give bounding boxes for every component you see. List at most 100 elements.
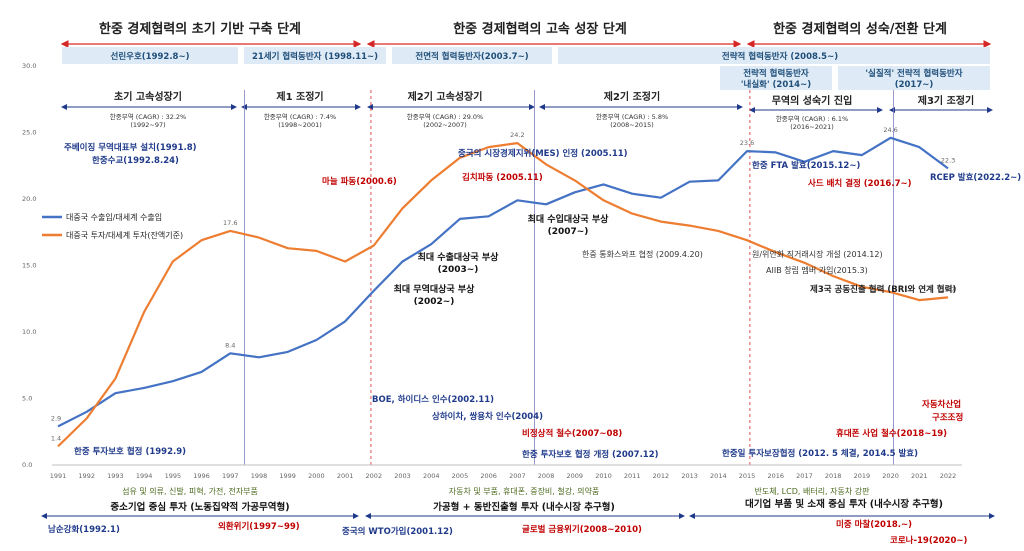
- event-label: 자동차산업: [922, 399, 961, 410]
- relation-box: [62, 47, 238, 64]
- event-label: 중국의 시장경제지위(MES) 인정 (2005.11): [458, 148, 628, 159]
- phase-period: (2016~2021): [790, 123, 834, 131]
- x-tick-label: 2022: [940, 472, 957, 480]
- legend-label-trade: 대중국 수출입/대세계 수출입: [66, 212, 162, 222]
- annotation: 최대 무역대상국 부상: [394, 283, 476, 295]
- relation-box: [244, 47, 386, 64]
- chart-events: 주베이징 무역대표부 설치(1991.8) 한중수교(1992.8.24) 마늘…: [64, 142, 1021, 460]
- x-tick-label: 2010: [595, 472, 612, 480]
- relation-boxes: 선린우호(1992.8~) 21세기 협력동반자 (1998.11~) 전면적 …: [62, 47, 990, 90]
- x-tick-label: 2011: [624, 472, 641, 480]
- x-tick-label: 2016: [767, 472, 784, 480]
- y-tick-label: 20.0: [22, 195, 36, 203]
- phases: 초기 고속성장기 한중무역 (CAGR) : 32.2% (1992~97) 제…: [61, 90, 993, 131]
- y-tick-label: 30.0: [22, 62, 36, 70]
- phase-title: 무역의 성숙기 진입: [772, 94, 853, 107]
- phase-period: (1992~97): [130, 121, 165, 129]
- x-tick-label: 2008: [538, 472, 555, 480]
- x-tick-label: 2013: [681, 472, 698, 480]
- x-tick-label: 2014: [710, 472, 727, 480]
- x-tick-label: 1999: [279, 472, 296, 480]
- x-tick-label: 2021: [911, 472, 928, 480]
- series: [57, 136, 949, 448]
- relation-label: 전면적 협력동반자(2003.7~): [415, 51, 528, 62]
- phase-cagr: 한중무역 (CAGR) : 7.4%: [264, 112, 336, 121]
- y-tick-label: 15.0: [22, 262, 36, 270]
- event-label: 구조조정: [932, 412, 963, 423]
- x-tick-label: 1995: [165, 472, 182, 480]
- legend-label-invest: 대중국 투자/대세계 투자(잔액기준): [66, 230, 183, 240]
- series-line-trade: [57, 136, 949, 428]
- data-label: 22.3: [941, 156, 955, 164]
- x-tick-label: 2000: [308, 472, 325, 480]
- event-label: 비정상적 철수(2007~08): [522, 428, 622, 439]
- phase-title: 제2기 조정기: [604, 90, 660, 103]
- event-label: 김치파동 (2005.11): [462, 172, 543, 183]
- investment-event: 글로벌 금융위기(2008~2010): [522, 524, 642, 535]
- y-tick-label: 10.0: [22, 328, 36, 336]
- event-label: AIIB 창립 멤버 가입(2015.3): [766, 265, 868, 275]
- y-tick-label: 0.0: [22, 461, 32, 469]
- data-label: 23.6: [740, 139, 754, 147]
- x-tick-label: 2018: [825, 472, 842, 480]
- data-label: 24.6: [883, 126, 897, 134]
- event-label: 제3국 공동진출 협력 (BRI와 연계 협력): [810, 284, 956, 295]
- axes: 0.0 5.0 10.0 15.0 20.0 25.0 30.0 1991 1992 1993 19…: [22, 62, 962, 480]
- legend: 대중국 수출입/대세계 수출입 대중국 투자/대세계 투자(잔액기준): [42, 212, 183, 240]
- data-label: 17.6: [223, 219, 237, 227]
- x-tick-label: 2009: [567, 472, 584, 480]
- relation-label: '내실화' (2014~): [741, 79, 811, 90]
- investment-event: 남순강화(1992.1): [48, 524, 120, 535]
- relation-box: [392, 47, 552, 64]
- investment-event: 중국의 WTO가입(2001.12): [342, 526, 453, 537]
- data-labels: 2.9 1.4 8.4 17.6 24.2 23.6 24.6 22.3 12.7: [51, 126, 955, 443]
- phase-cagr: 한중무역 (CAGR) : 6.1%: [776, 114, 848, 123]
- event-label: RCEP 발효(2022.2~): [930, 172, 1021, 183]
- series-line-invest: [57, 142, 949, 448]
- annotation: 최대 수출대상국 부상: [418, 251, 500, 263]
- phase-title: 초기 고속성장기: [114, 90, 182, 103]
- event-label: 한중 통화스와프 협정 (2009.4.20): [582, 249, 703, 259]
- x-tick-label: 2017: [796, 472, 813, 480]
- x-tick-label: 1991: [50, 472, 67, 480]
- data-label: 2.9: [51, 414, 61, 422]
- stage-header-1: 한중 경제협력의 초기 기반 구축 단계: [99, 21, 301, 37]
- y-tick-label: 25.0: [22, 129, 36, 137]
- x-tick-label: 2006: [480, 472, 497, 480]
- event-label: BOE, 하이디스 인수(2002.11): [372, 394, 494, 405]
- data-label: 24.2: [510, 131, 524, 139]
- x-tick-label: 1996: [193, 472, 210, 480]
- relation-box: [720, 66, 832, 90]
- stage-headers: 한중 경제협력의 초기 기반 구축 단계 한중 경제협력의 고속 성장 단계 한…: [60, 21, 992, 48]
- x-tick-label: 1993: [107, 472, 124, 480]
- phase-period: (2002~2007): [423, 121, 467, 129]
- phase-title: 제3기 조정기: [918, 94, 974, 107]
- phase-cagr: 한중무역 (CAGR) : 5.8%: [596, 112, 668, 121]
- annotation: (2007~): [548, 227, 589, 237]
- investment-type: 중소기업 중심 투자 (노동집약적 가공무역형): [110, 501, 289, 513]
- x-tick-label: 2005: [452, 472, 469, 480]
- x-tick-label: 2019: [854, 472, 871, 480]
- annotation: 최대 수입대상국 부상: [528, 213, 610, 225]
- phase-period: (2008~2015): [610, 121, 654, 129]
- y-tick-label: 5.0: [22, 395, 32, 403]
- relation-box: [838, 66, 990, 90]
- x-tick-label: 1994: [136, 472, 153, 480]
- investment-event: 외환위기(1997~99): [218, 521, 300, 532]
- data-label: 1.4: [51, 434, 61, 442]
- event-label: 휴대폰 사업 철수(2018~19): [836, 428, 947, 439]
- investment-event: 미중 마찰(2018.~): [836, 519, 912, 530]
- phase-cagr: 한중무역 (CAGR) : 29.0%: [407, 112, 483, 121]
- investment-event: 코로나-19(2020~): [890, 535, 967, 546]
- event-label: 마늘 파동(2000.6): [322, 176, 397, 187]
- relation-label: 전략적 협력동반자 (2008.5~): [722, 51, 838, 62]
- x-tick-label: 1998: [251, 472, 268, 480]
- event-label: 사드 배치 결정 (2016.7~): [808, 178, 912, 189]
- phase-title: 제2기 고속성장기: [408, 90, 483, 103]
- event-label: 원/위안화 직거래시장 개설 (2014.12): [752, 249, 883, 259]
- relation-box: [558, 47, 990, 64]
- x-tick-label: 2007: [509, 472, 526, 480]
- investment-type: 가공형 + 동반진출형 투자 (내수시장 추구형): [433, 501, 615, 513]
- event-label: 상하이차, 쌍용차 인수(2004): [432, 411, 543, 422]
